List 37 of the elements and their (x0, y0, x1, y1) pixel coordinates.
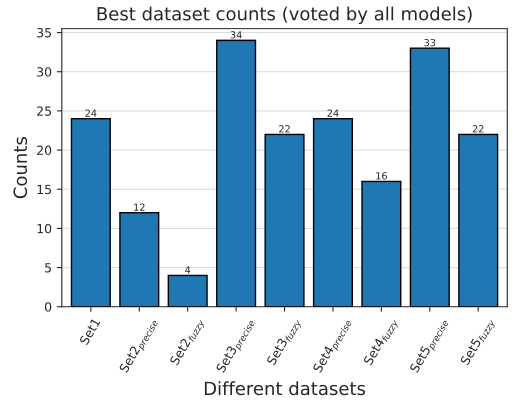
data-label: 24 (85, 109, 96, 117)
x-tick-label: Set2$_{fuzzy}$ (169, 316, 206, 368)
y-tick-label: 30 (37, 67, 52, 77)
x-tick-label: Set3$_{fuzzy}$ (266, 316, 304, 368)
bar (410, 48, 450, 307)
bar (168, 274, 208, 307)
y-tick-label: 10 (38, 224, 52, 234)
x-axis-title: Different datasets (204, 381, 366, 396)
data-label: 4 (185, 266, 190, 274)
bar (70, 118, 111, 307)
data-label: 22 (279, 125, 290, 132)
x-tick-label: Set4$_{precise}$ (312, 317, 354, 375)
data-label: 34 (230, 31, 242, 38)
bar (264, 134, 305, 307)
data-label: 24 (327, 109, 339, 117)
x-tick-label: Set4$_{fuzzy}$ (363, 316, 400, 368)
bar (361, 180, 402, 307)
x-tick-label: Set5$_{fuzzy}$ (460, 316, 497, 368)
data-label: 33 (424, 38, 436, 46)
y-tick-label: 25 (37, 106, 51, 116)
y-tick-label: 5 (45, 263, 51, 273)
bar (458, 134, 498, 307)
y-tick-label: 15 (38, 184, 51, 194)
bar (119, 212, 160, 307)
chart-title: Best dataset counts (voted by all models) (98, 6, 472, 24)
data-label: 16 (376, 172, 387, 180)
x-tick-label: Set2$_{precise}$ (118, 317, 160, 375)
bar (312, 118, 354, 307)
y-tick-label: 35 (37, 28, 51, 38)
y-tick-label: 0 (44, 302, 52, 312)
y-tick-label: 20 (37, 146, 52, 155)
bar (216, 40, 256, 307)
x-tick-label: Set3$_{precise}$ (216, 317, 257, 375)
data-label: 22 (472, 125, 484, 132)
x-tick-label: Set5$_{precise}$ (409, 317, 450, 375)
data-label: 12 (134, 204, 144, 211)
y-axis-title: Counts (13, 137, 28, 198)
